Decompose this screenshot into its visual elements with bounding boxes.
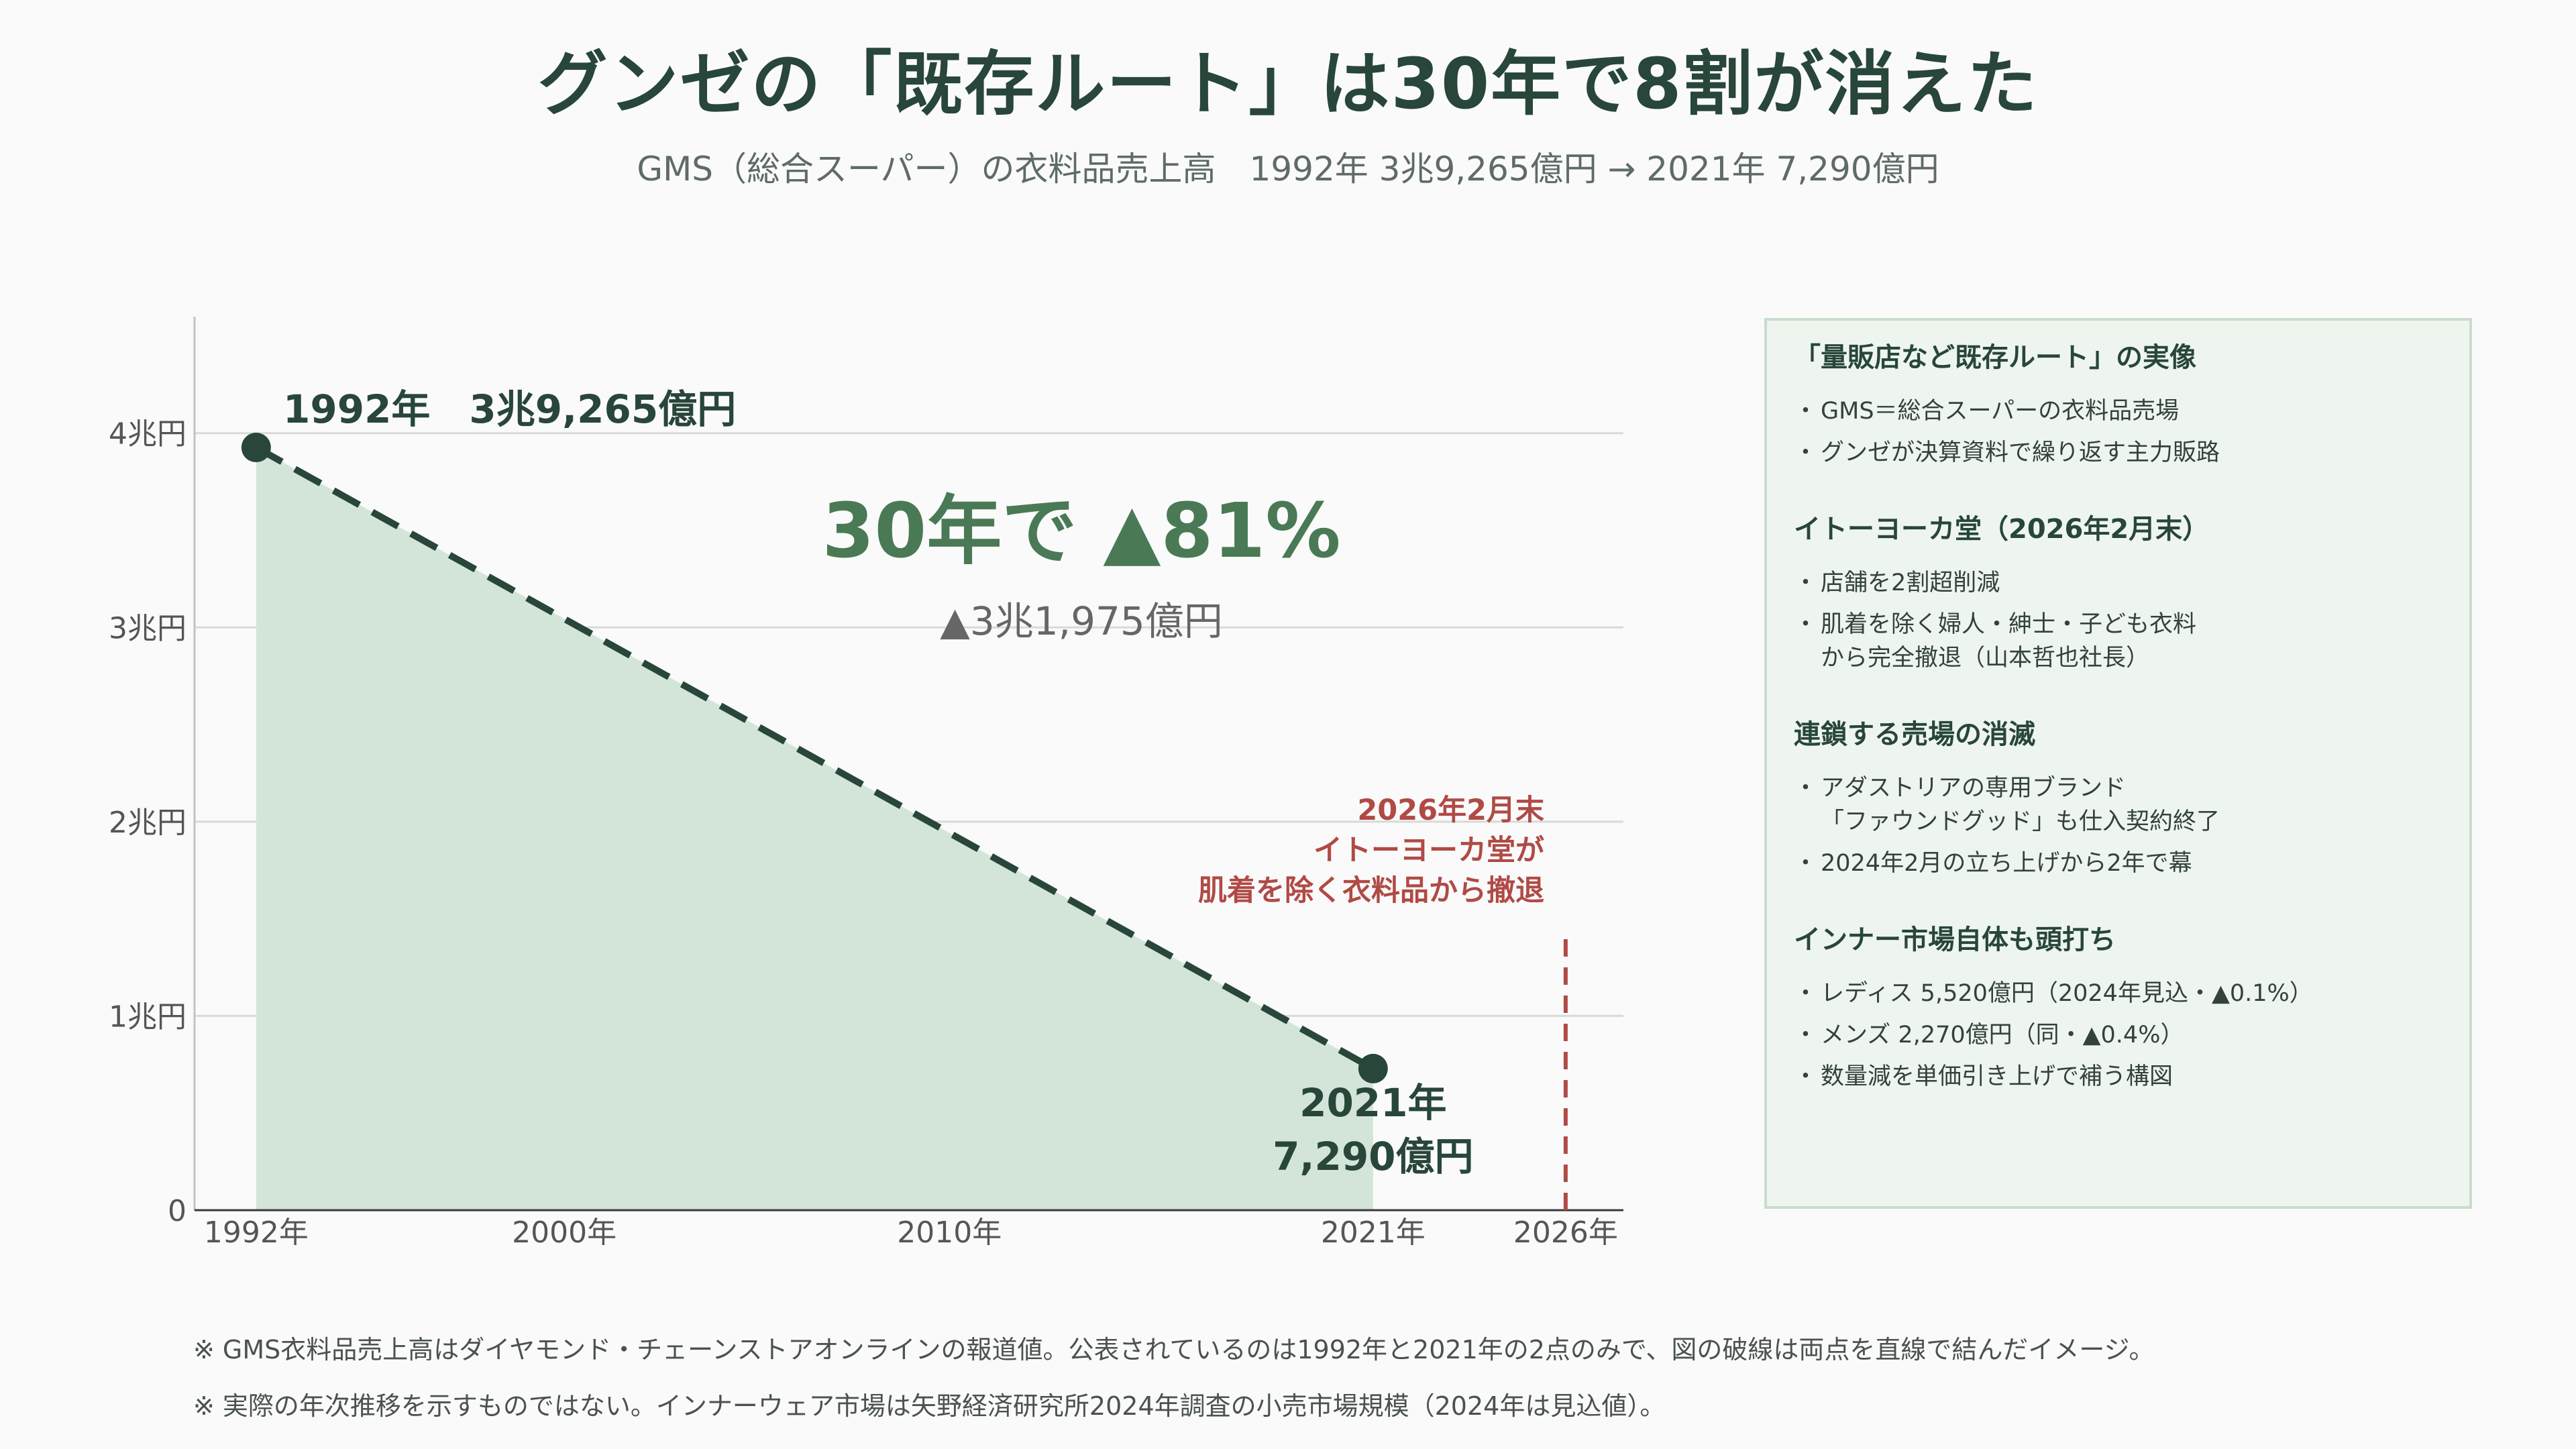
- series-area-fill: [256, 447, 1373, 1210]
- sidebar-bullet-item: レディス 5,520億円（2024年見込・▲0.1%）: [1794, 977, 2443, 1010]
- x-tick-label: 2026年: [1513, 1216, 1618, 1250]
- data-point-2021: [1358, 1053, 1388, 1083]
- sidebar-bullet-item: 肌着を除く婦人・紳士・子ども衣料 から完全撤退（山本哲也社長）: [1794, 608, 2443, 675]
- sidebar-section: インナー市場自体も頭打ちレディス 5,520億円（2024年見込・▲0.1%） メ…: [1794, 918, 2443, 1093]
- footnote-line: ※ 実際の年次推移を示すものではない。インナーウェア市場は矢野経済研究所2024…: [193, 1391, 1666, 1421]
- data-label-1992: 1992年 3兆9,265億円: [283, 386, 736, 432]
- sidebar-bullet-item: アダストリアの専用ブランド 「ファウンドグッド」も仕入契約終了: [1794, 771, 2443, 839]
- x-tick-label: 2000年: [512, 1216, 616, 1250]
- y-tick-label: 0: [168, 1194, 186, 1228]
- y-tick-label: 2兆円: [109, 806, 186, 840]
- context-sidebar: 「量販店など既存ルート」の実像 GMS＝総合スーパーの衣料品売場グンゼが決算資料で…: [1764, 318, 2472, 1209]
- page-title: グンゼの「既存ルート」は30年で8割が消えた: [537, 43, 2039, 125]
- event-annotation-line: 肌着を除く衣料品から撤退: [1198, 874, 1544, 908]
- sidebar-section-title: 連鎖する売場の消滅: [1794, 719, 2035, 750]
- sidebar-section-title: 「量販店など既存ルート」の実像: [1794, 342, 2196, 373]
- sidebar-bullet-item: 数量減を単価引き上げで補う構図: [1794, 1060, 2443, 1093]
- sidebar-bullet-item: グンゼが決算資料で繰り返す主力販路: [1794, 436, 2443, 470]
- decline-percent-annotation: 30年で ▲81%: [822, 488, 1340, 575]
- sidebar-section-title: イトーヨーカ堂（2026年2月末）: [1794, 514, 2210, 545]
- y-tick-label: 4兆円: [109, 417, 186, 451]
- page-subtitle: GMS（総合スーパー）の衣料品売上高 1992年 3兆9,265億円 → 202…: [637, 150, 1939, 189]
- sidebar-bullet-item: 店舗を2割超削減: [1794, 566, 2443, 600]
- data-point-1992: [241, 433, 271, 463]
- event-annotation-line: 2026年2月末: [1357, 794, 1544, 827]
- event-annotation-line: イトーヨーカ堂が: [1313, 834, 1544, 867]
- x-tick-label: 1992年: [204, 1216, 309, 1250]
- footnote-line: ※ GMS衣料品売上高はダイヤモンド・チェーンストアオンラインの報道値。公表され…: [193, 1335, 2155, 1364]
- sidebar-section: イトーヨーカ堂（2026年2月末） 店舗を2割超削減肌着を除く婦人・紳士・子ども衣…: [1794, 507, 2443, 675]
- sidebar-section-title: インナー市場自体も頭打ち: [1794, 924, 2116, 955]
- data-label-2021-value: 7,290億円: [1273, 1134, 1473, 1179]
- series-line: [254, 444, 1375, 1072]
- sidebar-section: 連鎖する売場の消滅アダストリアの専用ブランド 「ファウンドグッド」も仕入契約終了…: [1794, 712, 2443, 880]
- y-tick-label: 1兆円: [109, 1000, 186, 1034]
- sidebar-section: 「量販店など既存ルート」の実像 GMS＝総合スーパーの衣料品売場グンゼが決算資料で…: [1794, 335, 2443, 470]
- x-tick-label: 2010年: [897, 1216, 1002, 1250]
- sidebar-bullet-item: メンズ 2,270億円（同・▲0.4%）: [1794, 1018, 2443, 1052]
- sidebar-bullet-item: GMS＝総合スーパーの衣料品売場: [1794, 394, 2443, 428]
- footnotes: ※ GMS衣料品売上高はダイヤモンド・チェーンストアオンラインの報道値。公表され…: [193, 1322, 2541, 1434]
- sales-area-chart: 0 1兆円 2兆円 3兆円 4兆円 1992年 2000年 2010年 2021年 2026年 20…: [109, 317, 1623, 1250]
- x-tick-label: 2021年: [1321, 1216, 1426, 1250]
- y-tick-label: 3兆円: [109, 611, 186, 645]
- data-label-2021-year: 2021年: [1299, 1080, 1446, 1126]
- sidebar-bullet-item: 2024年2月の立ち上げから2年で幕: [1794, 847, 2443, 880]
- decline-amount-annotation: ▲3兆1,975億円: [940, 598, 1223, 644]
